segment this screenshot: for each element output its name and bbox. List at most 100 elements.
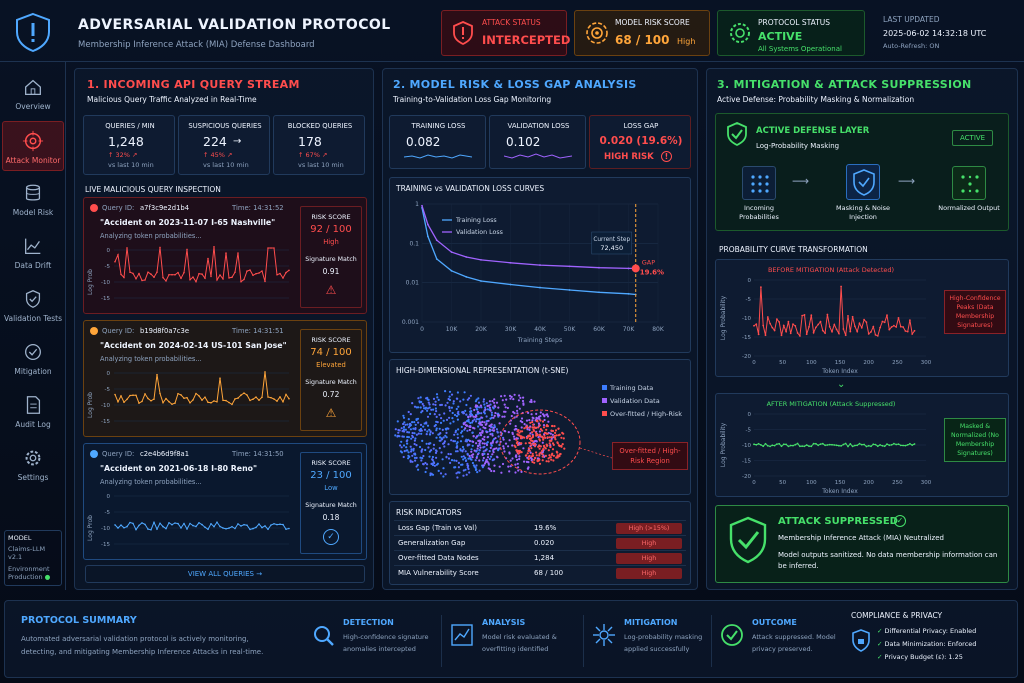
sidebar-item-mitigation[interactable]: Mitigation	[2, 333, 64, 383]
model-risk-card[interactable]: MODEL RISK SCORE 68 / 100 High	[574, 10, 710, 56]
token-point	[183, 271, 185, 274]
probability-point	[883, 445, 886, 448]
token-point	[207, 401, 209, 404]
view-all-queries-button[interactable]: VIEW ALL QUERIES →	[85, 565, 365, 583]
tsne-point	[516, 409, 519, 412]
tsne-point	[551, 429, 555, 433]
tsne-point	[554, 438, 557, 441]
sidebar-item-overview[interactable]: Overview	[2, 68, 64, 118]
tsne-point	[526, 437, 529, 440]
tsne-point	[537, 426, 540, 429]
tsne-point	[465, 424, 468, 427]
probability-point	[872, 443, 875, 446]
token-point	[285, 393, 287, 396]
query-card[interactable]: Query ID: b19d8f0a7c3e Time: 14:31:51 "Acci…	[83, 320, 367, 437]
token-point	[174, 522, 176, 524]
tsne-point	[498, 465, 501, 468]
token-point	[243, 392, 245, 394]
footer-summary: PROTOCOL SUMMARY Automated adversarial v…	[4, 600, 1018, 678]
token-point	[246, 524, 248, 526]
tsne-point	[432, 443, 436, 446]
flow-incoming-label: Incoming Probabilities	[739, 204, 779, 221]
training-sparkline	[404, 154, 472, 159]
token-point	[114, 260, 116, 263]
tsne-point	[478, 406, 481, 409]
tsne-point	[479, 404, 482, 407]
mitigation-title: 3. MITIGATION & ATTACK SUPPRESSION	[717, 78, 972, 91]
step-text: Model risk evaluated & overfitting ident…	[482, 633, 557, 653]
tsne-point	[467, 438, 470, 441]
tsne-point	[463, 391, 466, 394]
token-point	[198, 522, 200, 524]
tsne-point	[423, 407, 426, 410]
tsne-point	[546, 425, 549, 428]
tsne-point	[514, 463, 517, 466]
tsne-point	[438, 413, 441, 416]
tsne-point	[485, 431, 488, 434]
attack-status-card[interactable]: ATTACK STATUS INTERCEPTED	[441, 10, 570, 56]
tsne-point	[456, 450, 459, 453]
tsne-point	[468, 425, 471, 428]
token-point	[225, 399, 227, 402]
tsne-point	[408, 422, 411, 426]
sidebar-item-label: Audit Log	[15, 420, 51, 429]
indicator-value: 68 / 100	[534, 569, 564, 577]
tsne-point	[516, 458, 519, 461]
sidebar-item-model-risk[interactable]: Model Risk	[2, 174, 64, 224]
tsne-point	[563, 447, 566, 450]
tsne-point	[517, 399, 520, 402]
tsne-point	[480, 412, 483, 415]
tsne-point	[523, 423, 526, 426]
tsne-point	[402, 444, 406, 447]
risk-score-box: RISK SCORE 92 / 100 High Signature Match 0.9…	[300, 206, 362, 308]
tsne-point	[479, 423, 482, 426]
token-point	[282, 523, 284, 526]
sidebar-item-settings[interactable]: Settings	[2, 439, 64, 489]
tsne-chart	[394, 390, 613, 479]
active-badge[interactable]: ACTIVE	[952, 130, 994, 146]
probability-point	[874, 334, 877, 336]
auto-refresh-toggle[interactable]: Auto-Refresh: ON	[883, 42, 940, 50]
tsne-point	[496, 431, 499, 434]
token-point	[270, 247, 272, 249]
stat-value: 1,248	[108, 134, 144, 149]
tsne-point	[490, 411, 493, 414]
tsne-point	[416, 463, 419, 467]
step-text: High-confidence signature anomalies inte…	[343, 633, 429, 653]
probability-point	[897, 443, 900, 445]
token-point	[189, 278, 191, 281]
tsne-point	[399, 444, 402, 447]
tsne-point	[520, 417, 524, 420]
probability-point	[803, 314, 806, 316]
tsne-point	[489, 417, 492, 420]
tsne-point	[417, 468, 420, 471]
tsne-point	[511, 432, 514, 436]
tsne-point	[482, 398, 486, 401]
sidebar-item-data-drift[interactable]: Data Drift	[2, 227, 64, 277]
risk-level: Elevated	[316, 361, 346, 369]
probability-point	[831, 330, 833, 333]
tsne-point	[539, 419, 542, 422]
sidebar-item-validation-tests[interactable]: Validation Tests	[2, 280, 64, 330]
probability-point	[826, 444, 829, 446]
tsne-point	[462, 398, 465, 401]
signature-match-value: 0.72	[322, 390, 340, 399]
query-card[interactable]: Query ID: a7f3c9e2d1b4 Time: 14:31:52 "Acci…	[83, 197, 367, 314]
tsne-point	[399, 450, 402, 453]
sidebar-item-audit-log[interactable]: Audit Log	[2, 386, 64, 436]
tsne-point	[552, 459, 555, 462]
tsne-point	[554, 429, 558, 432]
tsne-point	[504, 410, 507, 413]
tsne-point	[507, 465, 510, 468]
tsne-point	[492, 426, 495, 429]
protocol-status-card[interactable]: PROTOCOL STATUS ACTIVE All Systems Opera…	[717, 10, 865, 56]
tsne-point	[528, 454, 531, 458]
query-text: "Accident on 2021-06-18 I-80 Reno"	[100, 464, 258, 473]
tsne-point	[463, 456, 467, 460]
sidebar-item-attack-monitor[interactable]: Attack Monitor	[2, 121, 64, 171]
token-point	[267, 528, 269, 531]
tsne-point	[400, 440, 403, 443]
risk-score-value: 23 / 100	[310, 470, 352, 481]
inspection-title: LIVE MALICIOUS QUERY INSPECTION	[85, 185, 221, 194]
query-card[interactable]: Query ID: c2e4b6d9f8a1 Time: 14:31:50 "Acci…	[83, 443, 367, 560]
